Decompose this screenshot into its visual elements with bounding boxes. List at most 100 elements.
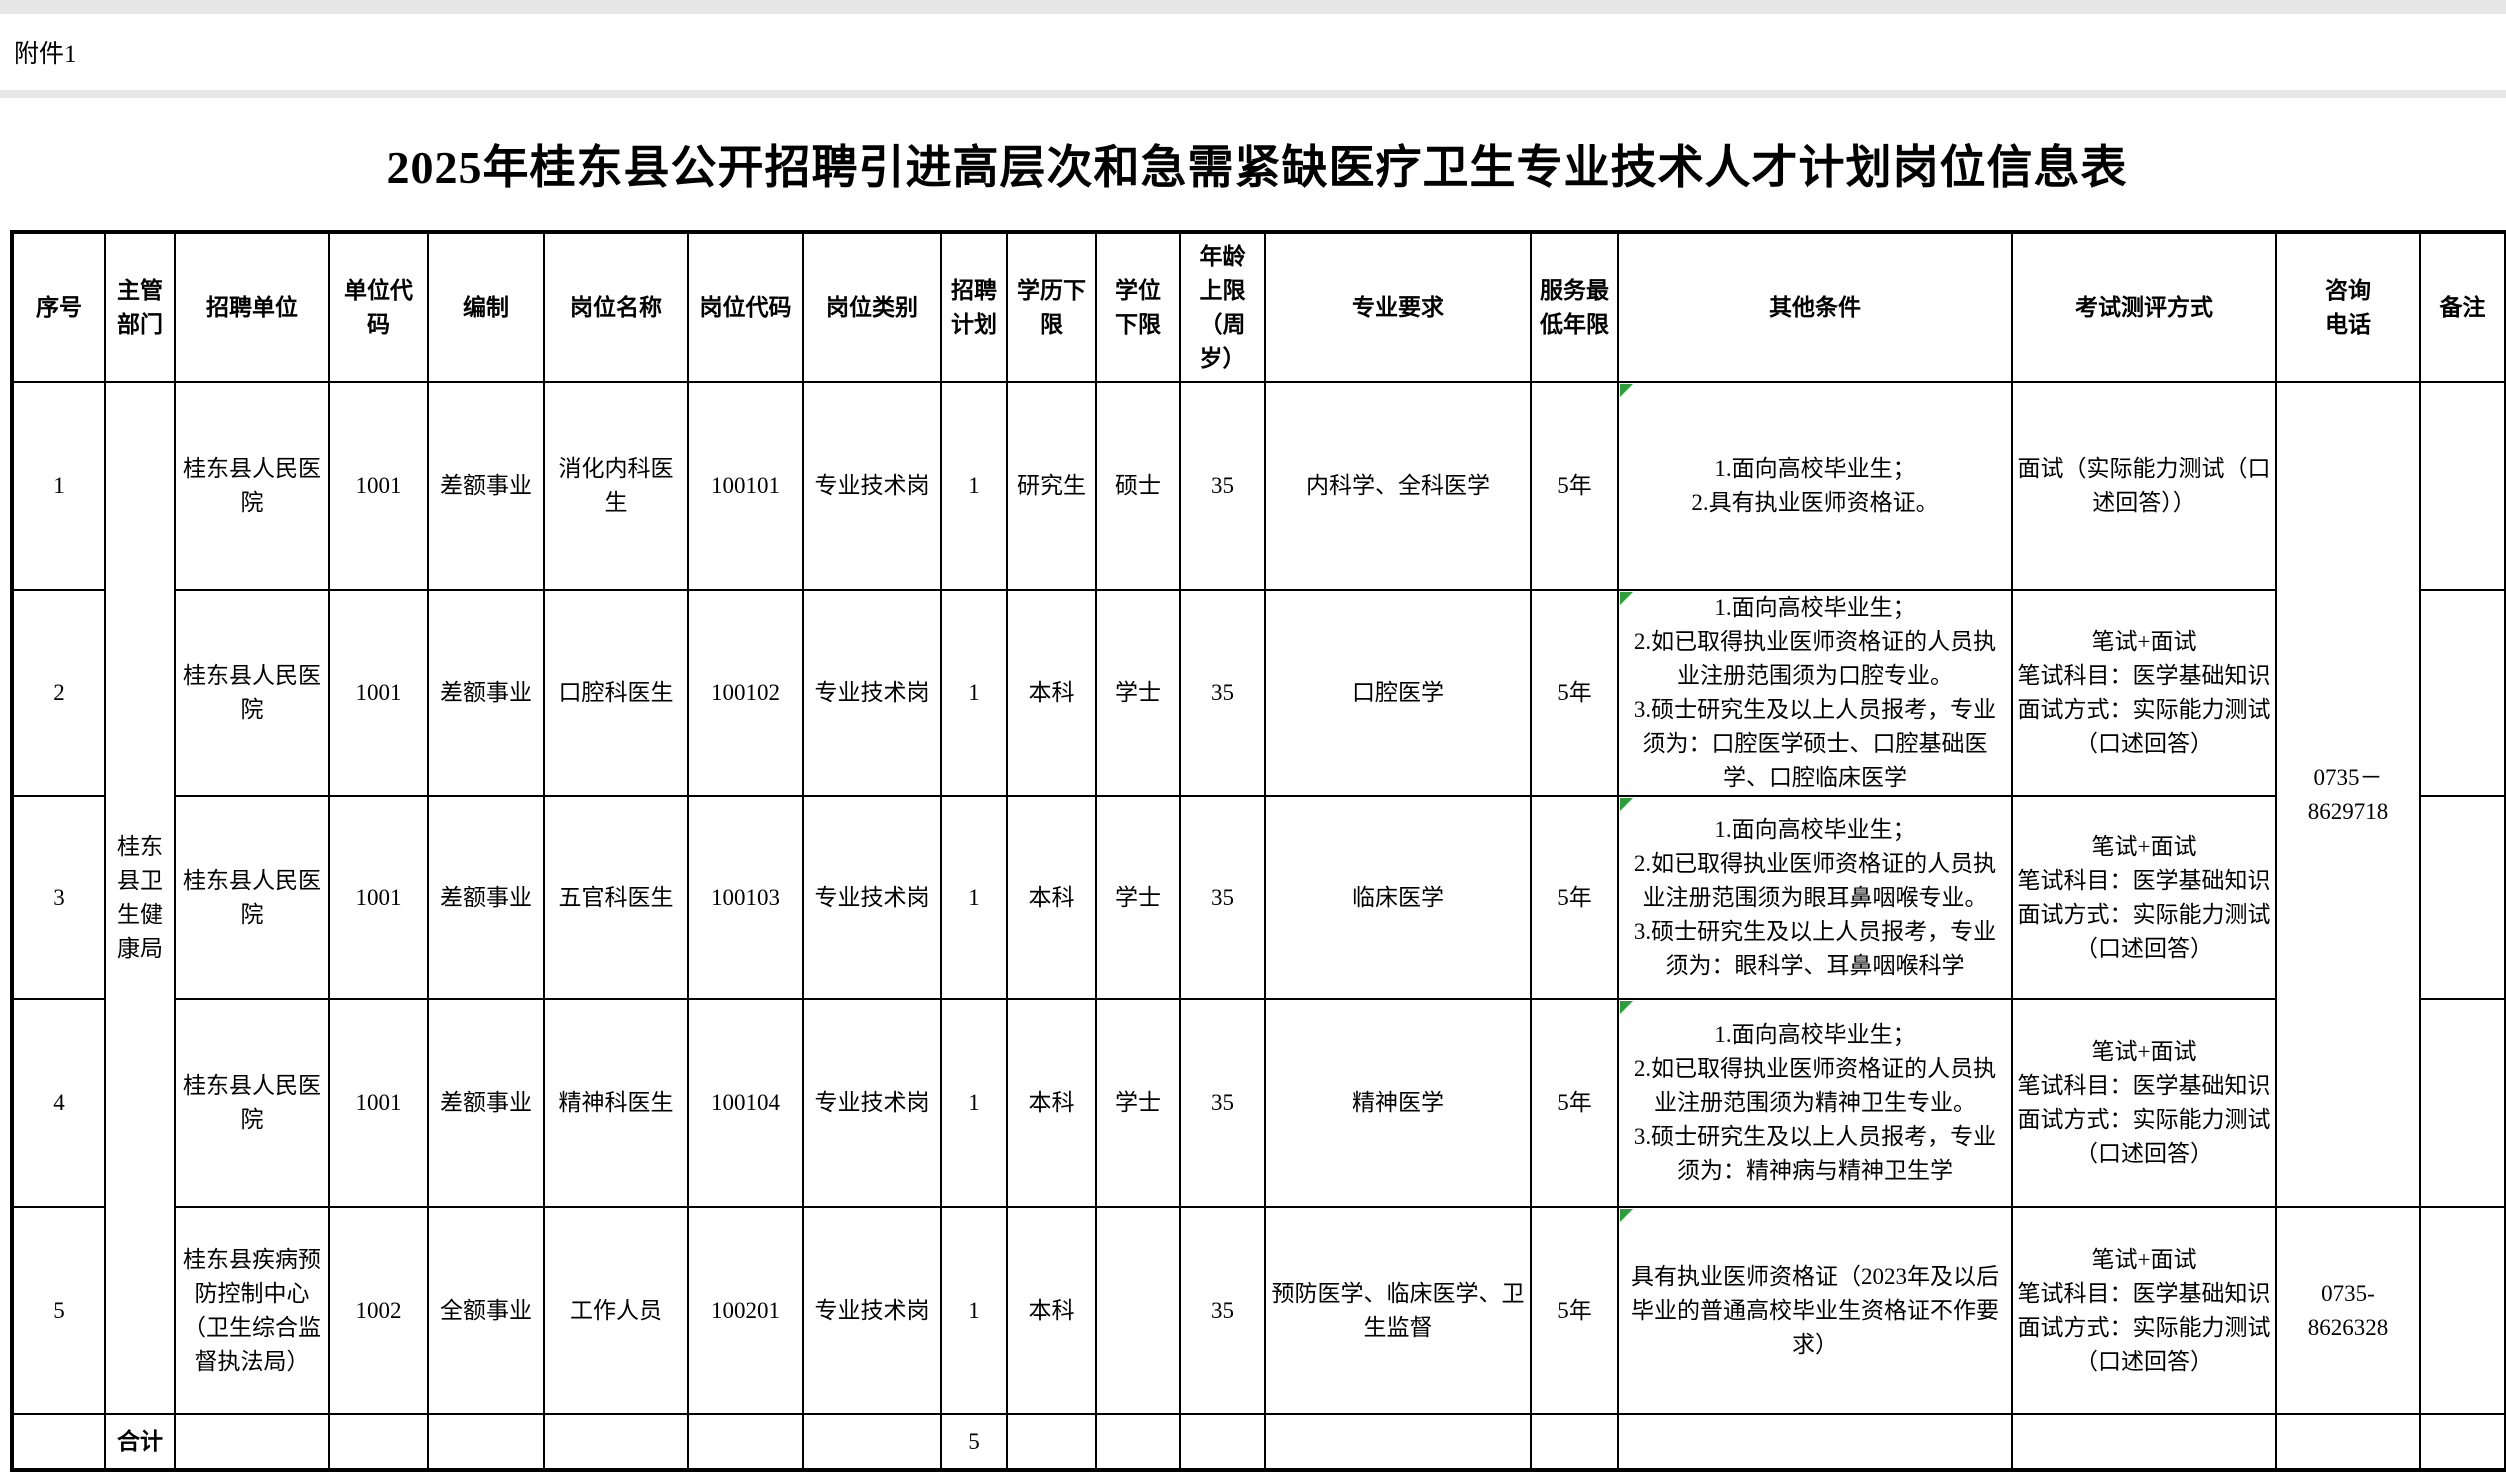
cell-major: 临床医学 [1264,795,1532,1000]
cell-other-conditions: 具有执业医师资格证（2023年及以后毕业的普通高校毕业生资格证不作要求） [1617,1206,2013,1415]
cell-seq: 3 [11,795,106,1000]
cell-unit-code: 1001 [328,998,429,1208]
cell-post-name: 五官科医生 [543,795,689,1000]
cell-exam-method: 笔试+面试 笔试科目：医学基础知识 面试方式：实际能力测试（口述回答） [2011,1206,2277,1415]
header-post-name: 岗位名称 [543,231,689,383]
cell-post-type: 专业技术岗 [802,381,942,591]
cell-service: 5年 [1530,1206,1619,1415]
cell-edu: 本科 [1006,795,1097,1000]
header-major: 专业要求 [1264,231,1532,383]
page-title: 2025年桂东县公开招聘引进高层次和急需紧缺医疗卫生专业技术人才计划岗位信息表 [386,142,2128,193]
cell-service: 5年 [1530,998,1619,1208]
cell-empty [427,1413,545,1471]
cell-seq-empty [11,1413,106,1471]
cell-unit: 桂东县人民医院 [174,381,330,591]
cell-exam-method: 笔试+面试 笔试科目：医学基础知识 面试方式：实际能力测试（口述回答） [2011,998,2277,1208]
cell-service: 5年 [1530,795,1619,1000]
cell-other-conditions: 1.面向高校毕业生； 2.具有执业医师资格证。 [1617,381,2013,591]
cell-establishment: 差额事业 [427,795,545,1000]
cell-post-type: 专业技术岗 [802,795,942,1000]
cell-empty [1179,1413,1266,1471]
cell-unit-code: 1001 [328,381,429,591]
cell-seq: 1 [11,381,106,591]
excel-error-triangle-icon [1620,1001,1633,1014]
cell-post-type: 专业技术岗 [802,589,942,797]
cell-empty [1617,1413,2013,1471]
cell-empty [2419,1413,2506,1471]
cell-plan: 1 [940,795,1008,1000]
cell-age: 35 [1179,795,1266,1000]
cell-degree: 学士 [1095,795,1181,1000]
cell-unit-code: 1001 [328,795,429,1000]
table-row: 1 桂东县卫生健康局 桂东县人民医院 1001 差额事业 消化内科医生 1001… [11,381,2506,1415]
cell-establishment: 差额事业 [427,589,545,797]
excel-error-triangle-icon [1620,798,1633,811]
cell-exam-method: 面试（实际能力测试（口述回答）） [2011,381,2277,591]
cell-major: 口腔医学 [1264,589,1532,797]
cell-plan: 1 [940,998,1008,1208]
cell-remark [2419,589,2506,797]
cell-post-type: 专业技术岗 [802,998,942,1208]
other-conditions-text: 1.面向高校毕业生； 2.如已取得执业医师资格证的人员执业注册范围须为口腔专业。… [1633,595,1997,790]
total-plan-count: 5 [940,1413,1008,1471]
cell-post-code: 100201 [687,1206,804,1415]
header-service: 服务最低年限 [1530,231,1619,383]
cell-phone-merged: 0735－ 8629718 [2275,381,2421,1208]
cell-empty [802,1413,942,1471]
cell-exam-method: 笔试+面试 笔试科目：医学基础知识 面试方式：实际能力测试（口述回答） [2011,795,2277,1000]
title-band: 2025年桂东县公开招聘引进高层次和急需紧缺医疗卫生专业技术人才计划岗位信息表 [10,98,2504,230]
cell-post-type: 专业技术岗 [802,1206,942,1415]
header-post-code: 岗位代码 [687,231,804,383]
cell-post-name: 工作人员 [543,1206,689,1415]
cell-other-conditions: 1.面向高校毕业生； 2.如已取得执业医师资格证的人员执业注册范围须为口腔专业。… [1617,589,2013,797]
cell-unit: 桂东县人民医院 [174,795,330,1000]
cell-major: 精神医学 [1264,998,1532,1208]
cell-age: 35 [1179,1206,1266,1415]
header-other: 其他条件 [1617,231,2013,383]
cell-empty [1006,1413,1097,1471]
cell-plan: 1 [940,589,1008,797]
cell-establishment: 差额事业 [427,381,545,591]
header-post-type: 岗位类别 [802,231,942,383]
cell-supervisor-department: 桂东县卫生健康局 [104,381,176,1415]
header-age: 年龄 上限 （周 岁） [1179,231,1266,383]
cell-remark [2419,998,2506,1208]
job-positions-table: 序号 主管部门 招聘单位 单位代码 编制 岗位名称 岗位代码 岗位类别 招聘计划… [10,230,2506,1472]
cell-plan: 1 [940,1206,1008,1415]
total-row: 合计 5 [11,1413,2506,1471]
cell-other-conditions: 1.面向高校毕业生； 2.如已取得执业医师资格证的人员执业注册范围须为精神卫生专… [1617,998,2013,1208]
cell-edu: 本科 [1006,589,1097,797]
outside-gray-strip-mid [0,90,2506,98]
excel-error-triangle-icon [1620,384,1633,397]
header-department: 主管部门 [104,231,176,383]
header-plan: 招聘计划 [940,231,1008,383]
cell-remark [2419,381,2506,591]
cell-remark [2419,795,2506,1000]
cell-empty [1264,1413,1532,1471]
cell-empty [328,1413,429,1471]
cell-major: 内科学、全科医学 [1264,381,1532,591]
cell-post-name: 精神科医生 [543,998,689,1208]
cell-unit: 桂东县人民医院 [174,589,330,797]
cell-empty [1095,1413,1181,1471]
cell-unit: 桂东县疾病预防控制中心（卫生综合监督执法局） [174,1206,330,1415]
cell-establishment: 全额事业 [427,1206,545,1415]
header-unit: 招聘单位 [174,231,330,383]
header-establishment: 编制 [427,231,545,383]
cell-empty [2275,1413,2421,1471]
header-phone: 咨询 电话 [2275,231,2421,383]
cell-post-name: 消化内科医生 [543,381,689,591]
other-conditions-text: 1.面向高校毕业生； 2.如已取得执业医师资格证的人员执业注册范围须为眼耳鼻咽喉… [1633,816,1997,978]
cell-post-code: 100102 [687,589,804,797]
cell-age: 35 [1179,998,1266,1208]
header-remark: 备注 [2419,231,2506,383]
cell-degree: 硕士 [1095,381,1181,591]
other-conditions-text: 1.面向高校毕业生； 2.如已取得执业医师资格证的人员执业注册范围须为精神卫生专… [1633,1022,1997,1183]
cell-post-code: 100104 [687,998,804,1208]
table-row: 4 桂东县人民医院 1001 差额事业 精神科医生 100104 专业技术岗 1… [11,998,2506,1208]
excel-error-triangle-icon [1620,592,1633,605]
cell-major: 预防医学、临床医学、卫生监督 [1264,1206,1532,1415]
outside-gray-strip-top [0,0,2506,14]
table-row: 2 桂东县人民医院 1001 差额事业 口腔科医生 100102 专业技术岗 1… [11,589,2506,797]
cell-post-code: 100103 [687,795,804,1000]
